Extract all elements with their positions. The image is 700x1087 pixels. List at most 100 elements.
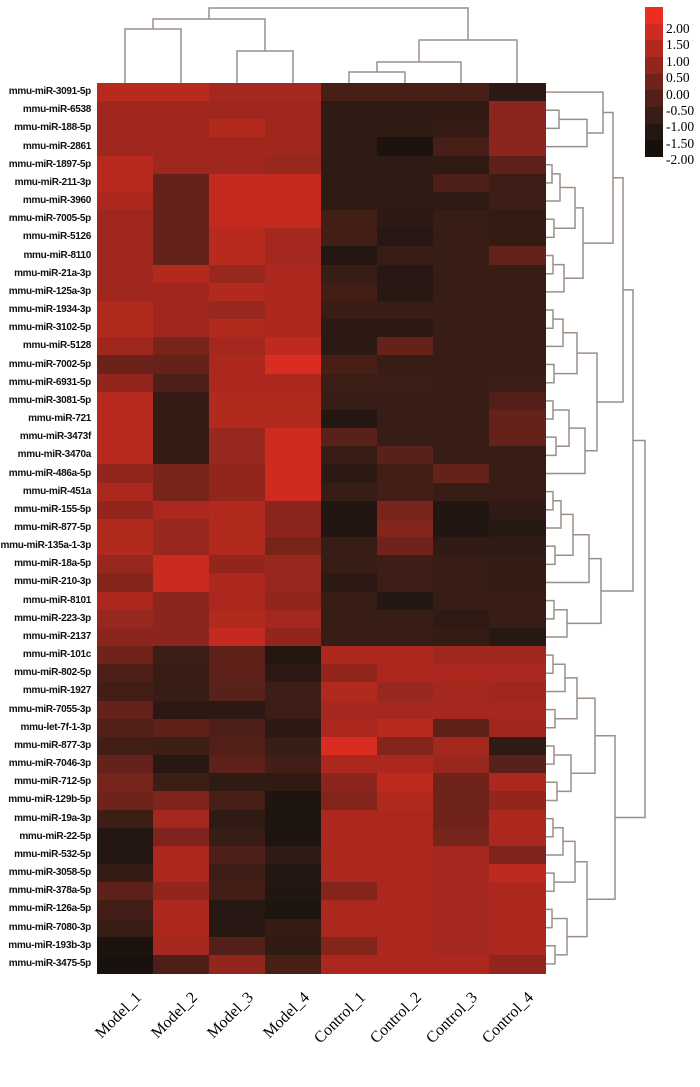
heatmap-cell xyxy=(321,464,378,484)
heatmap-cell xyxy=(489,791,546,811)
heatmap-cell xyxy=(209,827,266,847)
heatmap-cell xyxy=(153,246,210,266)
heatmap-cell xyxy=(265,482,322,502)
heatmap-cell xyxy=(321,101,378,120)
heatmap-cell xyxy=(265,809,322,829)
heatmap-cell xyxy=(97,827,154,847)
heatmap-cell xyxy=(321,591,378,611)
color-scale-tick-label: 2.00 xyxy=(666,21,690,36)
heatmap-cell xyxy=(377,755,434,774)
heatmap-cell xyxy=(209,191,266,211)
heatmap-cell xyxy=(489,936,546,956)
heatmap-cell xyxy=(489,627,546,647)
heatmap-cell xyxy=(265,518,322,538)
heatmap-cell xyxy=(153,555,210,574)
row-label: mmu-miR-7002-5p xyxy=(8,358,92,370)
heatmap-cell xyxy=(321,755,378,774)
heatmap-cell xyxy=(265,845,322,865)
heatmap-cell xyxy=(265,137,322,157)
heatmap-cell xyxy=(321,736,378,756)
heatmap-cell xyxy=(153,736,210,756)
color-scale-band xyxy=(645,7,663,25)
heatmap-cell xyxy=(265,864,322,883)
heatmap-cell xyxy=(209,137,266,157)
heatmap-cell xyxy=(153,845,210,865)
column-dendrogram-link xyxy=(208,7,469,40)
heatmap-cell xyxy=(265,173,322,193)
row-label: mmu-miR-21a-3p xyxy=(14,267,91,279)
heatmap-cell xyxy=(433,773,490,792)
heatmap-cell xyxy=(209,736,266,756)
heatmap-cell xyxy=(489,718,546,738)
heatmap-cell xyxy=(153,119,210,139)
heatmap-cell xyxy=(153,373,210,393)
heatmap-cell xyxy=(265,900,322,920)
heatmap-cell xyxy=(433,591,490,611)
heatmap-cell xyxy=(209,482,266,502)
heatmap-cell xyxy=(209,446,266,465)
heatmap-cell xyxy=(377,137,434,157)
heatmap-cell xyxy=(153,319,210,338)
heatmap-cell xyxy=(265,736,322,756)
heatmap-cell xyxy=(153,155,210,175)
heatmap-cell xyxy=(433,882,490,901)
heatmap-cell xyxy=(433,646,490,665)
heatmap-cell xyxy=(321,627,378,647)
heatmap-cell xyxy=(209,900,266,920)
column-labels: Model_1 Model_2 Model_3 Model_4 Control_1 Con… xyxy=(92,989,537,1047)
heatmap-cell xyxy=(433,936,490,956)
row-label: mmu-miR-3102-5p xyxy=(8,322,92,334)
heatmap-cell xyxy=(265,119,322,139)
color-scale-legend: 2.00 1.50 1.00 0.50 0.00 -0.50 -1.00 -1.50 -2.00 xyxy=(645,7,700,167)
heatmap-cell xyxy=(97,882,154,901)
row-label: mmu-miR-7055-3p xyxy=(8,703,92,715)
heatmap-cell xyxy=(377,119,434,139)
heatmap-cell xyxy=(321,319,378,338)
heatmap-cell xyxy=(489,355,546,375)
heatmap-cell xyxy=(433,228,490,248)
heatmap-cell xyxy=(321,137,378,157)
color-scale-tick-label: -1.00 xyxy=(666,119,695,135)
heatmap-cell xyxy=(489,682,546,702)
heatmap-cell xyxy=(209,755,266,774)
color-scale-tick-label: -0.50 xyxy=(666,103,695,118)
heatmap-cell xyxy=(153,918,210,938)
heatmap-cell xyxy=(209,500,266,520)
heatmap-cell xyxy=(265,446,322,465)
heatmap-cell xyxy=(377,900,434,920)
row-label: mmu-miR-210-3p xyxy=(14,576,91,588)
heatmap-cell xyxy=(433,173,490,193)
heatmap-cell xyxy=(265,319,322,338)
heatmap-cell xyxy=(433,300,490,320)
heatmap-cell xyxy=(97,83,154,102)
heatmap-cell xyxy=(489,373,546,393)
heatmap-cell xyxy=(97,736,154,756)
heatmap-cell xyxy=(97,809,154,829)
heatmap-cell xyxy=(321,83,378,102)
heatmap-cell xyxy=(153,500,210,520)
heatmap-cell xyxy=(97,791,154,811)
heatmap-cell xyxy=(433,791,490,811)
heatmap-cell xyxy=(377,936,434,956)
heatmap-cell xyxy=(377,718,434,738)
heatmap-cell xyxy=(153,609,210,629)
heatmap-cell xyxy=(489,518,546,538)
heatmap-cell xyxy=(489,954,546,974)
heatmap-cell xyxy=(321,155,378,175)
heatmap-cell xyxy=(321,609,378,629)
heatmap-cell xyxy=(97,627,154,647)
heatmap-cell xyxy=(489,282,546,302)
heatmap-cell xyxy=(489,137,546,157)
heatmap-cell xyxy=(321,773,378,792)
heatmap-cell xyxy=(377,482,434,502)
heatmap-cell xyxy=(321,119,378,139)
heatmap-cell xyxy=(489,864,546,883)
heatmap-cell xyxy=(377,373,434,393)
heatmap-cell xyxy=(209,627,266,647)
heatmap-cell xyxy=(321,700,378,720)
heatmap-cell xyxy=(433,700,490,720)
heatmap-cell xyxy=(97,191,154,211)
heatmap-grid xyxy=(97,83,546,974)
heatmap-cell xyxy=(489,736,546,756)
row-label: mmu-miR-721 xyxy=(28,413,91,425)
